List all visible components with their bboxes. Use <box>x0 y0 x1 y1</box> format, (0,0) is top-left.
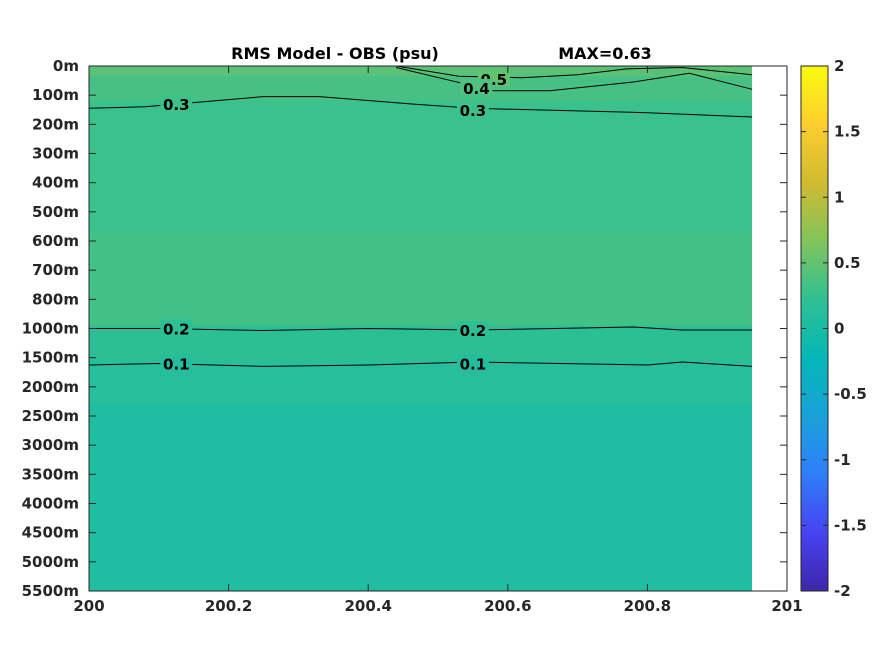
colorbar-tick-label: -1.5 <box>834 516 867 534</box>
y-tick-label: 2500m <box>22 407 79 425</box>
heatmap-band <box>89 101 753 233</box>
y-tick-label: 400m <box>32 174 79 192</box>
colorbar: 2 1.5 1 0.5 0 -0.5 -1 -1.5 -2 <box>800 57 867 600</box>
x-tick-label: 200.8 <box>624 597 671 615</box>
contour-label: 0.4 <box>463 80 490 98</box>
plot-area <box>89 66 787 592</box>
colorbar-tick-label: -2 <box>834 582 851 600</box>
contour-label: 0.1 <box>163 356 190 374</box>
colorbar-tick-label: 2 <box>834 57 844 75</box>
heatmap-band <box>89 325 753 362</box>
x-tick-label: 200 <box>73 597 104 615</box>
contour-label: 0.3 <box>163 96 190 114</box>
contour-label-bg <box>160 319 193 336</box>
contour-label-bg <box>456 100 489 117</box>
x-tick-label: 200.2 <box>205 597 252 615</box>
y-tick-label: 600m <box>32 232 79 250</box>
y-tick-label: 1500m <box>22 349 79 367</box>
y-tick-label: 4500m <box>22 524 79 542</box>
heatmap-band <box>89 360 753 405</box>
y-tick-label: 4000m <box>22 495 79 513</box>
y-tick-label: 800m <box>32 290 79 308</box>
y-tick-label: 1000m <box>22 320 79 338</box>
y-tick-label: 5000m <box>22 553 79 571</box>
y-tick-label: 300m <box>32 145 79 163</box>
contour-label: 0.3 <box>460 102 487 120</box>
x-tick-label: 200.4 <box>344 597 391 615</box>
x-tick-label: 200.6 <box>484 597 531 615</box>
y-tick-label: 3000m <box>22 436 79 454</box>
y-tick-label: 200m <box>32 115 79 133</box>
contour-label: 0.1 <box>460 356 487 374</box>
chart-title: RMS Model - OBS (psu) <box>231 44 439 63</box>
colorbar-tick-label: 0 <box>834 320 844 338</box>
colorbar-tick-label: 1.5 <box>834 123 861 141</box>
y-tick-label: 3500m <box>22 465 79 483</box>
y-tick-label: 100m <box>32 86 79 104</box>
colorbar-tick-label: -0.5 <box>834 385 867 403</box>
max-value-label: MAX=0.63 <box>558 44 652 63</box>
axes: 200 200.2 200.4 200.6 200.8 201 0m 100m 200m 300m… <box>22 57 803 615</box>
contour-label-bg <box>456 354 489 371</box>
contour-lines: 0.50.40.3 0.30.2 0.20.1 0.1 <box>88 65 753 374</box>
y-tick-label: 500m <box>32 203 79 221</box>
y-tick-label: 2000m <box>22 378 79 396</box>
y-tick-label: 700m <box>32 261 79 279</box>
contour-label: 0.2 <box>163 321 190 339</box>
contour-label-bg <box>456 320 489 337</box>
contour-label-bg <box>160 94 193 111</box>
contour-label: 0.2 <box>460 322 487 340</box>
y-tick-label: 0m <box>53 57 79 75</box>
x-tick-label: 201 <box>771 597 802 615</box>
contour-label-bg <box>160 354 193 371</box>
y-tick-label: 5500m <box>22 582 79 600</box>
colorbar-tick-label: -1 <box>834 451 851 469</box>
contour-label-bg <box>460 78 493 95</box>
colorbar-tick-label: 0.5 <box>834 254 861 272</box>
heatmap-band <box>89 232 753 327</box>
heatmap-band <box>89 66 753 77</box>
contour-line <box>396 65 753 79</box>
heatmap-band <box>89 404 753 592</box>
colorbar-tick-label: 1 <box>834 188 844 206</box>
